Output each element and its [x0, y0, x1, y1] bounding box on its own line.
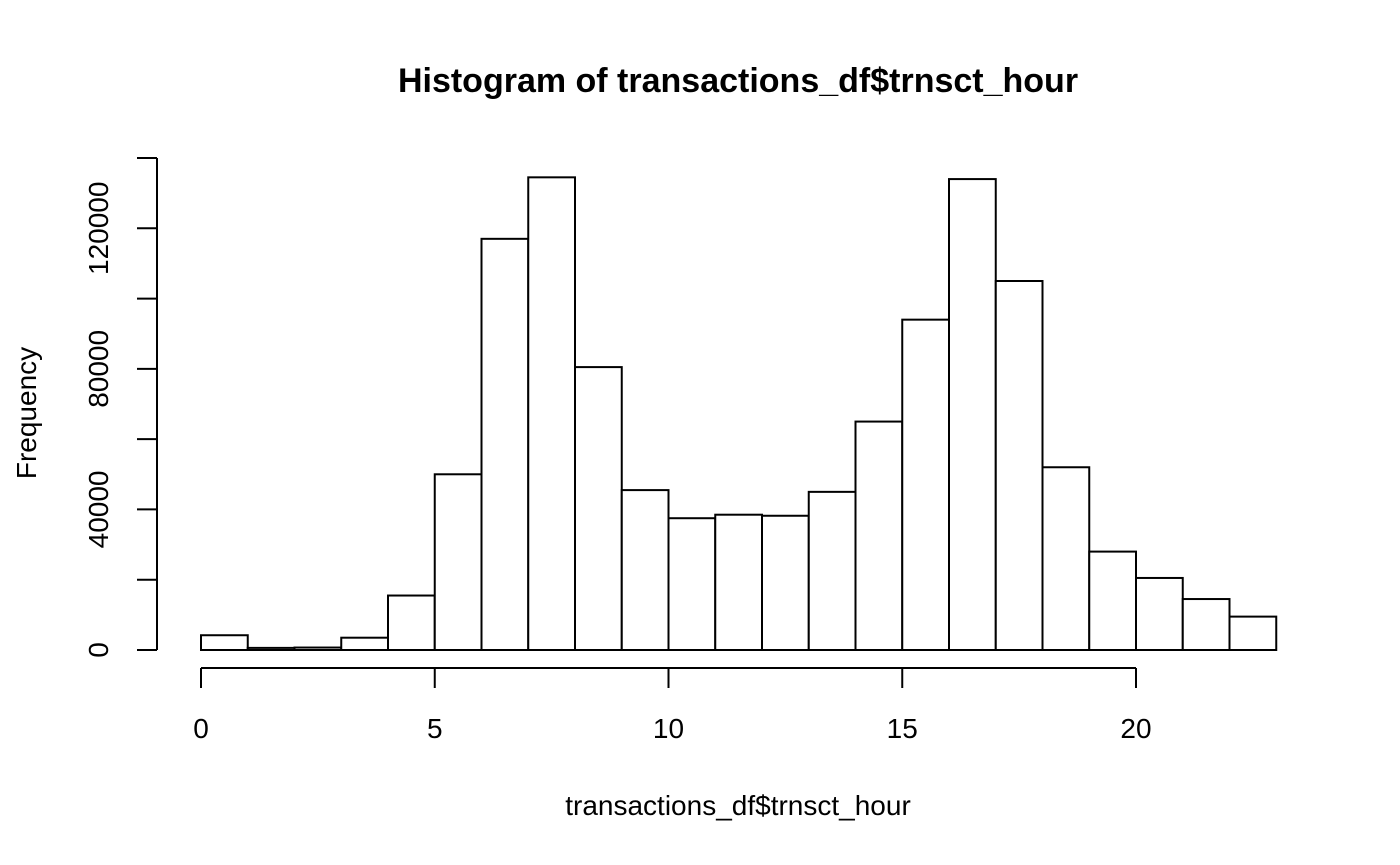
x-tick-label: 0 [193, 713, 209, 744]
y-tick-label: 0 [83, 642, 114, 658]
histogram-bar [200, 634, 249, 651]
x-axis-label: transactions_df$trnsct_hour [565, 790, 911, 821]
histogram-bar [246, 646, 296, 651]
chart-title: Histogram of transactions_df$trnsct_hour [398, 62, 1078, 100]
x-tick-label: 5 [427, 713, 443, 744]
histogram-bar [433, 473, 483, 651]
y-axis-label: Frequency [11, 347, 42, 479]
histogram-bar [527, 176, 576, 651]
histogram-bar [1228, 615, 1278, 651]
bars-group [200, 176, 1278, 652]
histogram-bar [387, 594, 436, 651]
histogram-bar [994, 280, 1044, 651]
y-tick-label: 80000 [83, 330, 114, 408]
histogram-bar [620, 489, 670, 651]
y-axis: 0 40000 80000 120000 [83, 157, 158, 658]
x-tick-label: 15 [887, 713, 918, 744]
histogram-bar [1181, 598, 1231, 651]
x-tick-label: 20 [1120, 713, 1151, 744]
histogram-bar [901, 318, 950, 651]
x-tick-label: 10 [653, 713, 684, 744]
histogram-bar [714, 513, 763, 652]
histogram-bar [854, 420, 904, 652]
y-tick-label: 40000 [83, 470, 114, 548]
histogram-bar [1135, 576, 1184, 652]
histogram-bar [293, 646, 343, 651]
histogram-bar [1041, 466, 1091, 651]
histogram-bar [667, 517, 717, 652]
histogram-bar [761, 514, 810, 651]
y-tick-label: 120000 [83, 182, 114, 275]
histogram-bar [340, 636, 389, 652]
histogram-bar [948, 178, 997, 651]
histogram-bar [574, 366, 623, 651]
histogram-bar [807, 490, 857, 651]
histogram-bar [1088, 550, 1137, 651]
x-axis: 0 5 10 15 20 [193, 667, 1152, 744]
histogram-bar [480, 237, 530, 651]
